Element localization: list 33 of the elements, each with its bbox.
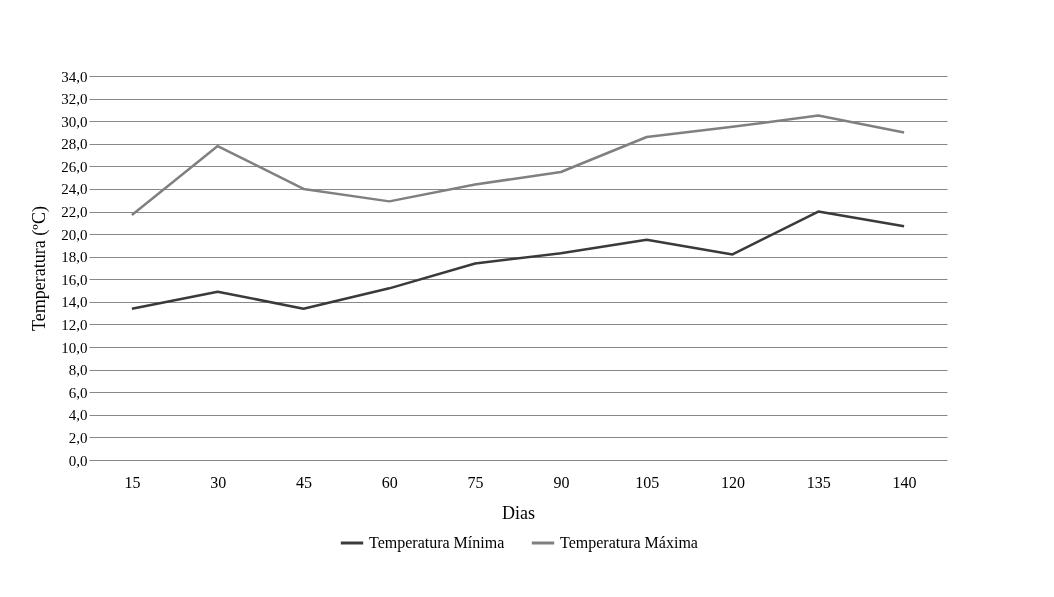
y-tick-label: 6,0 [68,384,88,401]
x-tick-label: 140 [892,473,917,491]
y-tick-label: 10,0 [61,339,88,356]
y-tick-label: 20,0 [61,226,88,243]
y-tick-label: 4,0 [68,407,88,424]
x-tick-label: 135 [806,473,831,491]
line-series [130,210,906,310]
y-tick-label: 26,0 [61,158,88,175]
x-tick-label: 15 [124,473,141,491]
legend-label: Temperatura Mínima [369,534,505,552]
legend-label: Temperatura Máxima [560,534,698,552]
y-tick-label: 12,0 [61,316,88,333]
y-tick-label: 28,0 [61,136,88,153]
y-tick-label: 2,0 [68,429,88,446]
y-tick-label: 22,0 [61,204,88,221]
x-tick-label: 75 [467,473,484,491]
y-tick-label: 18,0 [61,249,88,266]
y-tick-label: 30,0 [61,113,88,130]
y-tick-label: 0,0 [68,452,88,469]
y-tick-label: 14,0 [61,294,88,311]
x-tick-label: 105 [635,473,660,491]
y-axis-title: Temperatura (ºC) [29,206,51,331]
x-tick-label: 60 [381,473,398,491]
x-tick-label: 45 [296,473,312,491]
x-tick-label: 90 [553,473,570,491]
x-tick-label: 120 [721,473,745,491]
y-tick-label: 32,0 [61,91,88,108]
y-tick-label: 24,0 [61,181,88,198]
x-tick-label: 30 [210,473,227,491]
y-tick-label: 34,0 [61,68,88,85]
x-axis-title: Dias [502,502,535,523]
y-tick-label: 8,0 [68,362,88,379]
y-tick-label: 16,0 [61,271,88,288]
